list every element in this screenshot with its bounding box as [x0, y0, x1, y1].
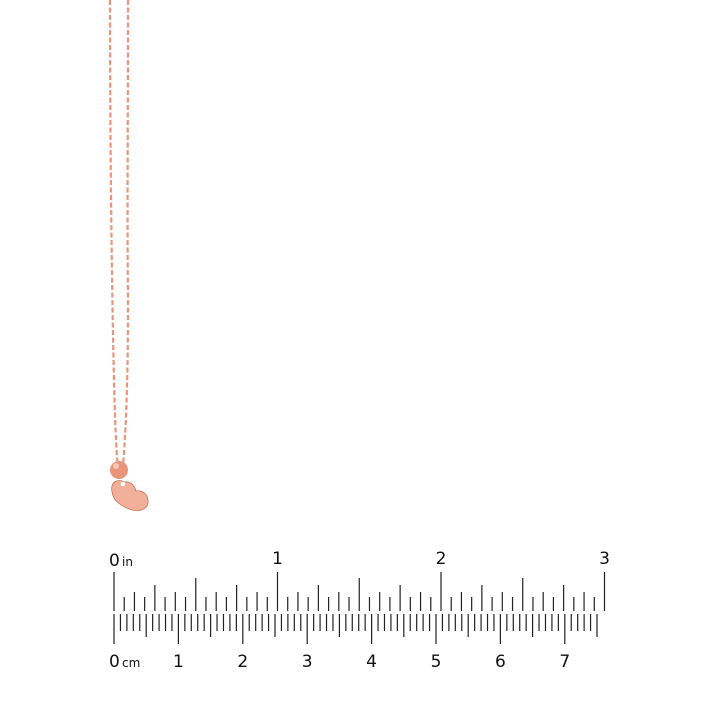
- cm-label: 5: [431, 652, 442, 672]
- inch-label: 1: [272, 549, 283, 569]
- bead: [110, 461, 128, 479]
- cm-label: 4: [366, 652, 377, 672]
- bead-highlight: [113, 463, 119, 469]
- cm-unit-label: cm: [122, 656, 140, 670]
- inch-label: 3: [599, 549, 610, 569]
- inch-unit-label: in: [122, 555, 133, 569]
- heart-pendant: [111, 480, 149, 511]
- cm-label: 6: [495, 652, 506, 672]
- inch-label: 0: [109, 551, 120, 571]
- cm-label: 2: [237, 652, 248, 672]
- necklace: [108, 0, 149, 511]
- cm-label: 7: [559, 652, 570, 672]
- ruler: 0 in 1 2 30 cm 1 2 3 4 5 6 7: [109, 549, 610, 672]
- cm-label: 0: [109, 652, 120, 672]
- jump-ring: [120, 481, 126, 487]
- cm-label: 1: [173, 652, 184, 672]
- chain-left: [108, 0, 120, 467]
- inch-label: 2: [436, 549, 447, 569]
- chain-right: [121, 0, 130, 467]
- cm-label: 3: [302, 652, 313, 672]
